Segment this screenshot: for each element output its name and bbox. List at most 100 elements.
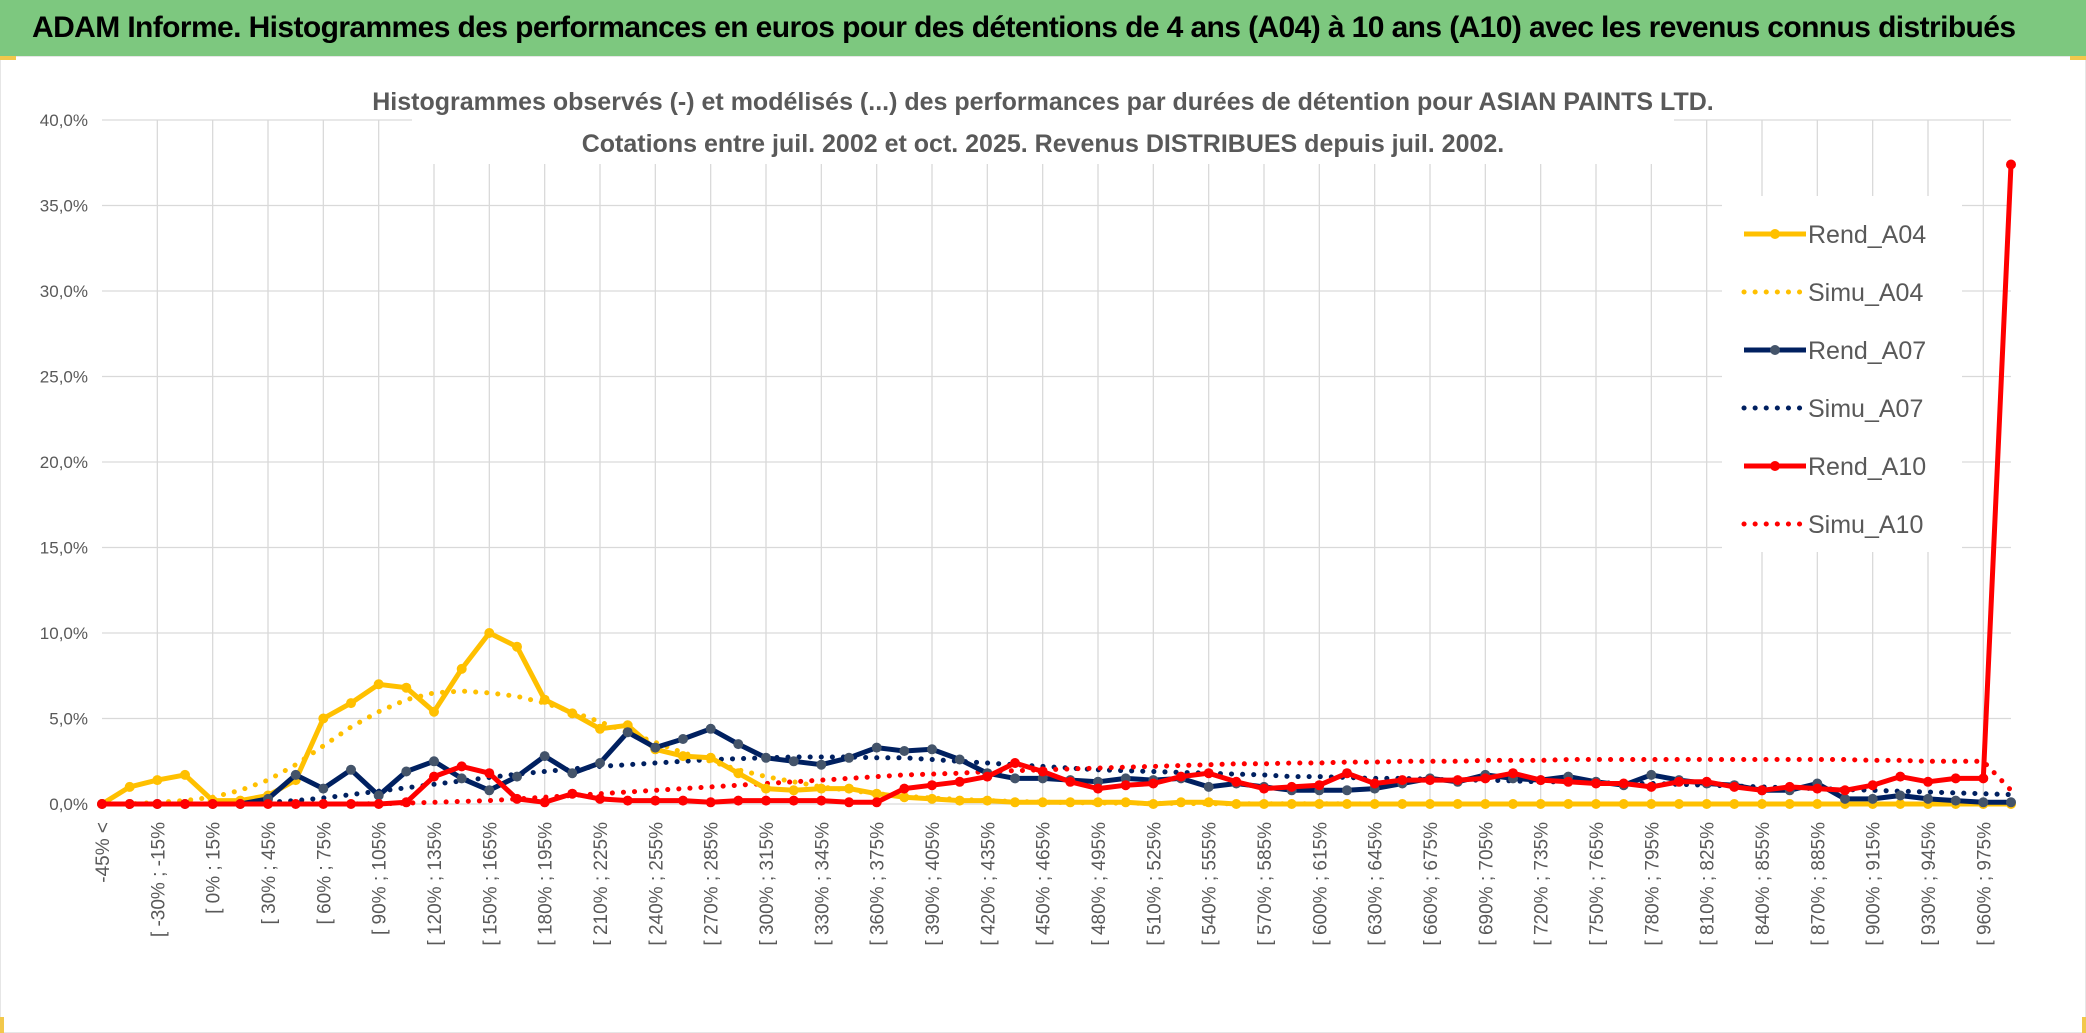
chart-subtitle: Cotations entre juil. 2002 et oct. 2025.… bbox=[582, 130, 1505, 158]
x-tick-label: [ 0% ; 15% bbox=[204, 822, 225, 914]
data-point-Rend_A04 bbox=[1508, 799, 1518, 809]
series-line-Rend_A10 bbox=[102, 164, 2014, 807]
data-point-Rend_A07 bbox=[954, 754, 965, 765]
data-point-Rend_A04 bbox=[871, 788, 882, 799]
data-point-Rend_A04 bbox=[1452, 799, 1463, 809]
x-tick-label: [ 690% ; 705% bbox=[1476, 822, 1497, 946]
data-point-Rend_A07 bbox=[290, 769, 301, 780]
data-point-Rend_A04 bbox=[456, 663, 467, 674]
data-point-Rend_A10 bbox=[1895, 771, 1906, 782]
data-point-Rend_A07 bbox=[788, 756, 799, 767]
data-point-Rend_A04 bbox=[844, 783, 854, 794]
data-point-Rend_A07 bbox=[346, 764, 356, 775]
data-point-Rend_A10 bbox=[1701, 776, 1712, 787]
data-point-Rend_A04 bbox=[1342, 799, 1352, 809]
legend-label-Rend_A04: Rend_A04 bbox=[1808, 221, 1926, 249]
data-point-Rend_A07 bbox=[2006, 797, 2016, 808]
y-tick-label: 10,0% bbox=[40, 624, 88, 643]
data-point-Rend_A04 bbox=[180, 769, 190, 780]
data-point-Rend_A04 bbox=[539, 694, 550, 705]
series-line-Simu_A10 bbox=[99, 757, 2014, 807]
data-point-Rend_A10 bbox=[567, 788, 578, 799]
data-point-Rend_A04 bbox=[678, 751, 688, 762]
data-point-Rend_A04 bbox=[1591, 799, 1601, 809]
x-tick-label: [ 360% ; 375% bbox=[868, 822, 889, 946]
data-point-Rend_A10 bbox=[733, 795, 744, 806]
x-tick-label: [ 780% ; 795% bbox=[1642, 822, 1663, 946]
data-point-Rend_A04 bbox=[124, 781, 135, 792]
legend: Rend_A04 Simu_A04 Rend_A07 Simu_A07 Rend_A10… bbox=[1722, 196, 1962, 552]
data-point-Rend_A04 bbox=[1535, 799, 1546, 809]
data-point-Rend_A04 bbox=[484, 628, 495, 638]
data-point-Rend_A10 bbox=[1757, 785, 1767, 796]
data-point-Rend_A07 bbox=[1203, 781, 1214, 792]
data-point-Rend_A10 bbox=[1176, 771, 1186, 782]
data-point-Rend_A04 bbox=[1563, 799, 1574, 809]
data-point-Rend_A04 bbox=[1231, 799, 1242, 809]
data-point-Rend_A04 bbox=[1646, 799, 1657, 809]
data-point-Rend_A07 bbox=[484, 785, 495, 796]
x-tick-label: [ 630% ; 645% bbox=[1366, 822, 1387, 946]
gridlines bbox=[102, 119, 2011, 805]
data-point-Rend_A10 bbox=[318, 799, 329, 809]
chart-title: Histogrammes observés (-) et modélisés (… bbox=[372, 88, 1714, 116]
x-tick-label: [ -30% ; -15% bbox=[148, 822, 169, 937]
data-point-Rend_A07 bbox=[678, 734, 688, 744]
data-point-Rend_A04 bbox=[1259, 799, 1269, 809]
x-tick-label: [ 810% ; 825% bbox=[1698, 822, 1719, 946]
data-point-Rend_A10 bbox=[1093, 783, 1103, 794]
data-point-Rend_A07 bbox=[429, 756, 439, 767]
data-point-Rend_A04 bbox=[1895, 799, 1906, 809]
x-tick-label: [ 930% ; 945% bbox=[1919, 822, 1940, 946]
data-point-Rend_A04 bbox=[595, 723, 605, 734]
x-tick-label: [ 240% ; 255% bbox=[646, 822, 667, 946]
data-point-Rend_A07 bbox=[1923, 793, 1933, 804]
data-point-Rend_A07 bbox=[899, 746, 910, 756]
legend-label-Rend_A07: Rend_A07 bbox=[1808, 337, 1926, 365]
legend-marker-Rend_A04 bbox=[1770, 229, 1780, 239]
data-point-Rend_A07 bbox=[1342, 785, 1352, 796]
data-point-Rend_A10 bbox=[263, 799, 273, 809]
data-point-Rend_A07 bbox=[1895, 790, 1906, 801]
data-point-Rend_A10 bbox=[1674, 776, 1684, 787]
data-point-Rend_A10 bbox=[844, 797, 854, 808]
x-tick-label: [ 540% ; 555% bbox=[1200, 822, 1221, 946]
legend-label-Rend_A10: Rend_A10 bbox=[1808, 453, 1926, 481]
data-point-Rend_A04 bbox=[373, 679, 384, 690]
data-point-Rend_A07 bbox=[318, 783, 329, 794]
data-point-Rend_A10 bbox=[1867, 780, 1878, 791]
data-point-Rend_A04 bbox=[1480, 799, 1491, 809]
data-point-Rend_A07 bbox=[1037, 773, 1048, 784]
data-point-Rend_A10 bbox=[1812, 783, 1823, 794]
y-tick-label: 25,0% bbox=[40, 368, 88, 387]
series-lines bbox=[97, 159, 2016, 809]
data-point-Rend_A07 bbox=[539, 751, 550, 762]
data-point-Rend_A04 bbox=[761, 783, 771, 794]
y-axis-ticks: 0,0% 5,0% 10,0% 15,0% 20,0% 25,0% 30,0% 35,0% 40… bbox=[40, 111, 88, 814]
data-point-Rend_A10 bbox=[456, 761, 467, 772]
x-tick-label: [ 960% ; 975% bbox=[1974, 822, 1995, 946]
data-point-Rend_A04 bbox=[401, 682, 412, 693]
data-point-Rend_A04 bbox=[1618, 799, 1629, 809]
data-point-Rend_A10 bbox=[1618, 778, 1629, 789]
data-point-Rend_A04 bbox=[1286, 799, 1297, 809]
data-point-Rend_A10 bbox=[1425, 775, 1435, 786]
data-point-Rend_A10 bbox=[761, 795, 771, 806]
data-point-Rend_A10 bbox=[816, 795, 827, 806]
data-point-Rend_A04 bbox=[152, 775, 163, 786]
frame-corner-bottom-left bbox=[0, 1017, 4, 1033]
y-tick-label: 40,0% bbox=[40, 111, 88, 130]
legend-label-Simu_A10: Simu_A10 bbox=[1808, 511, 1923, 539]
chart-title-block: Histogrammes observés (-) et modélisés (… bbox=[372, 84, 1714, 164]
data-point-Rend_A10 bbox=[1231, 776, 1242, 787]
data-point-Rend_A10 bbox=[954, 776, 965, 787]
data-point-Rend_A10 bbox=[1010, 758, 1020, 768]
x-tick-label: [ 300% ; 315% bbox=[757, 822, 778, 946]
x-tick-label: [ 450% ; 465% bbox=[1034, 822, 1055, 946]
data-point-Rend_A04 bbox=[705, 752, 716, 763]
data-point-Rend_A04 bbox=[954, 795, 965, 806]
data-point-Rend_A04 bbox=[512, 641, 522, 652]
data-point-Rend_A10 bbox=[1203, 768, 1214, 779]
data-point-Rend_A10 bbox=[1950, 773, 1961, 784]
data-point-Rend_A04 bbox=[1812, 799, 1823, 809]
